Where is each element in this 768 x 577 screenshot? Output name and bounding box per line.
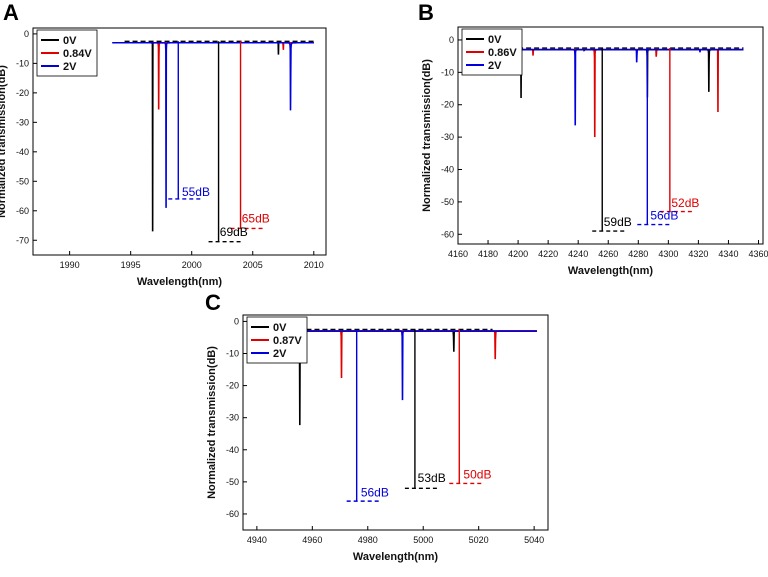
panel-label: A [3,0,19,25]
y-tick-label: 0 [234,316,239,326]
legend-label: 2V [488,60,502,72]
y-tick-label: 0 [24,29,29,39]
series-line-0v [112,41,314,232]
series-line-2v [509,48,744,126]
y-tick-label: -70 [16,235,29,245]
x-tick-label: 4260 [598,249,618,259]
series-line-0v [509,48,744,99]
x-tick-label: 4200 [508,249,528,259]
x-tick-label: 5020 [469,535,489,545]
x-tick-label: 4220 [538,249,558,259]
plot-area [509,47,744,232]
series-line-0-84v [112,41,314,110]
y-tick-label: -60 [226,509,239,519]
y-axis-label: Normalized transmission(dB) [206,346,218,499]
chart-panel-c: C 4940 4960 4980 5000 5020 5040 0 -10 -20 -30 -40 -5… [205,290,549,563]
x-tick-label: 2000 [182,260,202,270]
y-tick-label: -50 [441,197,454,207]
x-tick-label: 4180 [478,249,498,259]
x-tick-label: 4160 [448,249,468,259]
y-axis-label: Normalized transmission(dB) [421,59,433,212]
plot-area [112,40,314,243]
y-tick-label: -50 [226,477,239,487]
chart-panel-a: A 1990 1995 2000 2005 2010 0 -10 -20 -30 -40 -50 -60… [0,0,327,288]
annotation-label: 53dB [418,471,446,485]
x-tick-label: 1995 [121,260,141,270]
x-tick-label: 4320 [688,249,708,259]
y-tick-label: -10 [226,349,239,359]
y-tick-label: -40 [441,165,454,175]
legend-label: 0V [63,35,77,47]
y-tick-label: -20 [441,100,454,110]
annotation-label: 69dB [220,225,248,239]
legend-label: 0V [273,322,287,334]
y-tick-label: -30 [441,132,454,142]
panel-label: B [418,0,434,25]
annotation-label: 59dB [604,215,632,229]
series-line-2v [112,41,314,208]
y-tick-label: -10 [441,67,454,77]
y-tick-label: -60 [441,229,454,239]
y-tick-label: -50 [16,176,29,186]
x-tick-label: 4940 [247,535,267,545]
plot-frame [242,314,549,531]
annotation-label: 56dB [361,485,389,499]
plot-frame [32,27,327,256]
x-tick-label: 2010 [304,260,324,270]
y-tick-label: -30 [16,117,29,127]
x-tick-label: 2005 [243,260,263,270]
x-tick-label: 4280 [628,249,648,259]
y-tick-label: -40 [226,445,239,455]
y-tick-label: -40 [16,147,29,157]
x-tick-label: 4360 [748,249,768,259]
y-tick-label: -60 [16,206,29,216]
legend-label: 0.86V [488,47,517,59]
legend-label: 0.84V [63,48,92,60]
x-tick-label: 4300 [658,249,678,259]
x-tick-label: 4960 [302,535,322,545]
legend-label: 0V [488,34,502,46]
y-tick-label: -30 [226,413,239,423]
annotation-label: 65dB [242,212,270,226]
panel-label: C [205,290,221,315]
x-tick-label: 1990 [60,260,80,270]
chart-panel-b: B 4160 4180 4200 4220 4240 4260 4280 4300 4320 434… [418,0,768,277]
x-tick-label: 5000 [413,535,433,545]
y-tick-label: 0 [449,35,454,45]
annotation-label: 56dB [650,209,678,223]
plot-frame [457,26,764,245]
annotation-label: 50dB [463,468,491,482]
legend-label: 0.87V [273,335,302,347]
legend-label: 2V [273,348,287,360]
x-tick-label: 4240 [568,249,588,259]
x-tick-label: 5040 [524,535,544,545]
y-tick-label: -20 [226,381,239,391]
y-tick-label: -20 [16,88,29,98]
x-axis-label: Wavelength(nm) [353,551,438,563]
x-tick-label: 4980 [358,535,378,545]
legend-label: 2V [63,61,77,73]
x-axis-label: Wavelength(nm) [137,276,222,288]
y-axis-label: Normalized transmission(dB) [0,65,8,218]
y-tick-label: -10 [16,58,29,68]
x-tick-label: 4340 [718,249,738,259]
annotation-label: 55dB [182,185,210,199]
annotation-label: 52dB [671,196,699,210]
x-axis-label: Wavelength(nm) [568,265,653,277]
